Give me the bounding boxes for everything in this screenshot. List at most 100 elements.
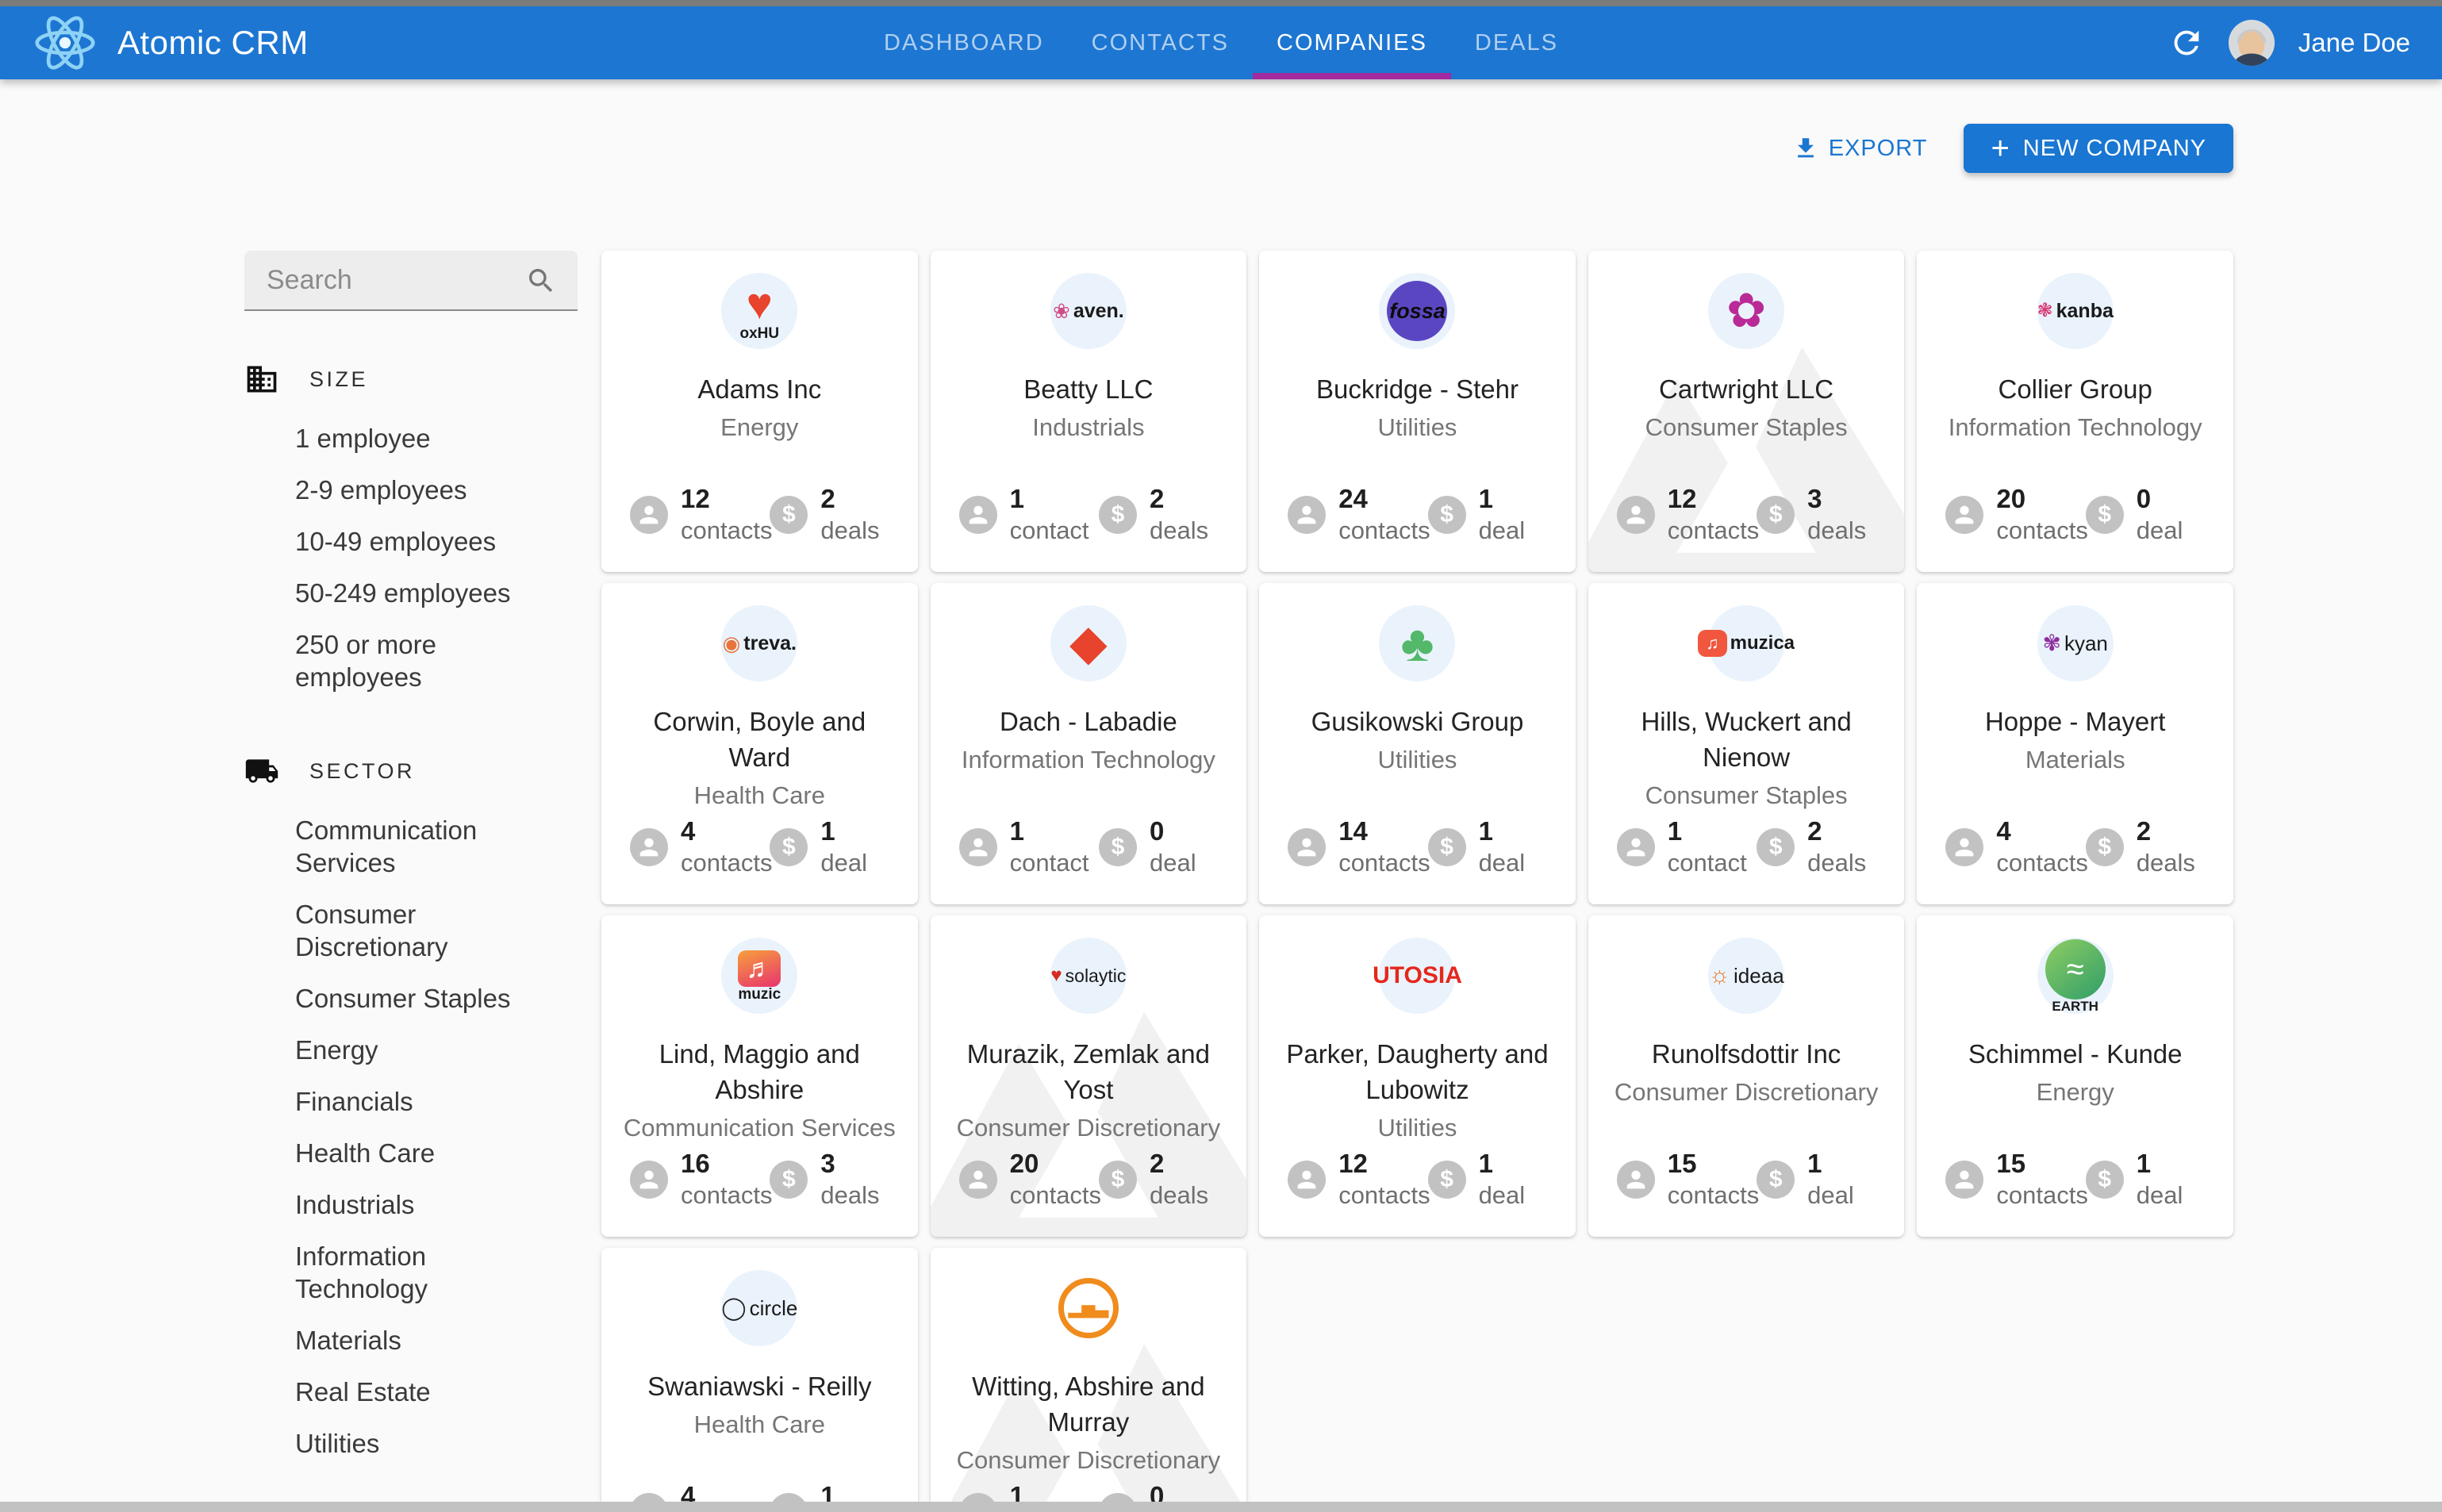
user-name[interactable]: Jane Doe: [2298, 28, 2410, 57]
size-filter-10-49-employees[interactable]: 10-49 employees: [295, 527, 497, 556]
company-name: Beatty LLC: [1023, 374, 1154, 404]
company-card[interactable]: ✿ Cartwright LLC Consumer Staples 12 contact…: [1588, 251, 1905, 572]
company-card[interactable]: ♬ muzic Lind, Maggio and Abshire Communicat…: [601, 915, 918, 1237]
company-sector: Energy: [720, 413, 799, 441]
company-logo-label: oxHU: [739, 324, 780, 342]
company-logo-glyph: ☼: [1708, 962, 1731, 988]
deals-dollar-icon: $: [2085, 495, 2124, 534]
company-logo-label: treva.: [743, 631, 797, 654]
company-name: Witting, Abshire and Murray: [972, 1372, 1205, 1437]
sector-filter-information-technology[interactable]: Information Technology: [295, 1241, 428, 1303]
sector-filter-consumer-discretionary[interactable]: Consumer Discretionary: [295, 900, 448, 961]
company-card[interactable]: UTOSIA Parker, Daugherty and Lubowitz Util…: [1259, 915, 1576, 1237]
building-icon: [247, 366, 277, 393]
tab-dashboard[interactable]: DASHBOARD: [883, 29, 1044, 56]
company-card[interactable]: ❀ aven. Beatty LLC Industrials 1 contact $2 dea…: [930, 251, 1247, 572]
sector-filter-energy[interactable]: Energy: [295, 1035, 378, 1065]
company-stat-text: 16 contacts: [681, 1149, 773, 1209]
company-name: Buckridge - Stehr: [1316, 374, 1519, 404]
sector-filter-financials[interactable]: Financials: [295, 1087, 413, 1116]
company-stat-deals: $3 deals: [770, 1149, 889, 1210]
company-card[interactable]: fossa Buckridge - Stehr Utilities 24 contact…: [1259, 251, 1576, 572]
company-logo: ✾ kyan: [2037, 605, 2114, 681]
company-logo-glyph: ◆: [1069, 616, 1108, 670]
sector-filter-utilities[interactable]: Utilities: [295, 1429, 380, 1458]
download-icon: [1797, 138, 1814, 158]
company-name: Adams Inc: [697, 374, 822, 404]
company-card[interactable]: ☼ ideaa Runolfsdottir Inc Consumer Discreti…: [1588, 915, 1905, 1237]
deals-dollar-icon: $: [770, 495, 808, 534]
size-filter-250-or-more-employees[interactable]: 250 or more employees: [295, 630, 436, 692]
contacts-person-icon: [630, 827, 668, 866]
company-stat-text: 24 contacts: [1338, 484, 1430, 544]
export-button[interactable]: EXPORT: [1792, 135, 1928, 162]
company-logo-glyph: ♥: [1050, 965, 1062, 986]
company-card[interactable]: ✾ kyan Hoppe - Mayert Materials 4 contacts $2 d…: [1917, 583, 2233, 904]
sector-filter-real-estate[interactable]: Real Estate: [295, 1377, 431, 1406]
company-sector: Consumer Staples: [1645, 781, 1848, 809]
company-card[interactable]: ❃ kanba Collier Group Information Technolog…: [1917, 251, 2233, 572]
company-card[interactable]: ▂▅▃ Witting, Abshire and Murray Consumer D…: [930, 1248, 1247, 1512]
company-card[interactable]: ≈ EARTH Schimmel - Kunde Energy 15 contacts $1…: [1917, 915, 2233, 1237]
sector-filter-communication-services[interactable]: Communication Services: [295, 815, 478, 877]
company-name: Corwin, Boyle and Ward: [653, 707, 866, 772]
list-toolbar: EXPORT + NEW COMPANY: [1792, 119, 2233, 178]
user-avatar[interactable]: [2228, 20, 2275, 66]
refresh-icon[interactable]: [2168, 25, 2205, 61]
company-stats: 20 contacts $2 deals: [931, 1149, 1247, 1210]
company-stat-text: 2 deals: [1807, 816, 1867, 877]
company-logo-glyph: ♫: [1698, 630, 1727, 657]
company-stat-text: 2 deals: [2136, 816, 2195, 877]
company-logo-glyph: ❀: [1053, 299, 1070, 323]
company-name: Parker, Daugherty and Lubowitz: [1286, 1039, 1549, 1104]
company-card[interactable]: ♣ Gusikowski Group Utilities 14 contacts $1 de…: [1259, 583, 1576, 904]
sector-filter-health-care[interactable]: Health Care: [295, 1138, 436, 1168]
company-stat-text: 2 deals: [1149, 484, 1209, 544]
deals-dollar-icon: $: [1427, 1160, 1466, 1199]
contacts-person-icon: [958, 495, 997, 534]
contacts-person-icon: [1288, 1160, 1327, 1199]
company-stat-deals: $2 deals: [1098, 484, 1218, 545]
app-header: Atomic CRM DASHBOARD CONTACTS COMPANIES DEA…: [0, 6, 2442, 79]
company-stat-deals: $2 deals: [1757, 816, 1876, 877]
sector-filter-materials[interactable]: Materials: [295, 1326, 401, 1355]
new-company-button[interactable]: + NEW COMPANY: [1964, 124, 2233, 173]
company-card[interactable]: ◆ Dach - Labadie Information Technology 1 co…: [930, 583, 1247, 904]
company-stat-contacts: 12 contacts: [630, 484, 772, 545]
company-name: Cartwright LLC: [1659, 374, 1834, 404]
deals-dollar-icon: $: [770, 1160, 808, 1199]
size-filter-1-employee[interactable]: 1 employee: [295, 424, 431, 453]
company-logo-glyph: ♥: [746, 278, 773, 328]
company-logo: ✿: [1708, 273, 1785, 349]
company-logo: ▂▅▃: [1050, 1270, 1127, 1346]
sector-filter-industrials[interactable]: Industrials: [295, 1190, 415, 1219]
contacts-person-icon: [1288, 495, 1327, 534]
company-stat-text: 12 contacts: [681, 484, 773, 544]
tab-contacts[interactable]: CONTACTS: [1091, 29, 1230, 56]
company-name: Lind, Maggio and Abshire: [658, 1039, 860, 1104]
tab-companies[interactable]: COMPANIES: [1253, 6, 1451, 79]
sector-section-label: SECTOR: [309, 758, 416, 783]
company-card[interactable]: ♥ solaytic Murazik, Zemlak and Yost Consume…: [930, 915, 1247, 1237]
company-name: Swaniawski - Reilly: [647, 1372, 872, 1401]
company-logo-label: fossa: [1389, 298, 1446, 323]
company-logo: fossa: [1379, 273, 1456, 349]
company-card[interactable]: ♥ oxHU Adams Inc Energy 12 contacts $2 deals: [601, 251, 918, 572]
sector-filter-consumer-staples[interactable]: Consumer Staples: [295, 984, 511, 1013]
tab-deals[interactable]: DEALS: [1474, 29, 1559, 56]
company-card[interactable]: ◉ treva. Corwin, Boyle and Ward Health Care…: [601, 583, 918, 904]
contacts-person-icon: [1616, 827, 1655, 866]
company-stats: 4 contacts $2 deals: [1917, 816, 2233, 877]
size-filter-50-249-employees[interactable]: 50-249 employees: [295, 578, 511, 608]
deals-dollar-icon: $: [1427, 827, 1466, 866]
company-card[interactable]: ♫ muzica Hills, Wuckert and Nienow Consumer…: [1588, 583, 1905, 904]
export-label: EXPORT: [1828, 135, 1928, 161]
size-filter-2-9-employees[interactable]: 2-9 employees: [295, 475, 467, 505]
company-logo-label: kyan: [2064, 631, 2108, 655]
company-name: Hills, Wuckert and Nienow: [1641, 707, 1852, 772]
search-input[interactable]: [244, 251, 578, 309]
